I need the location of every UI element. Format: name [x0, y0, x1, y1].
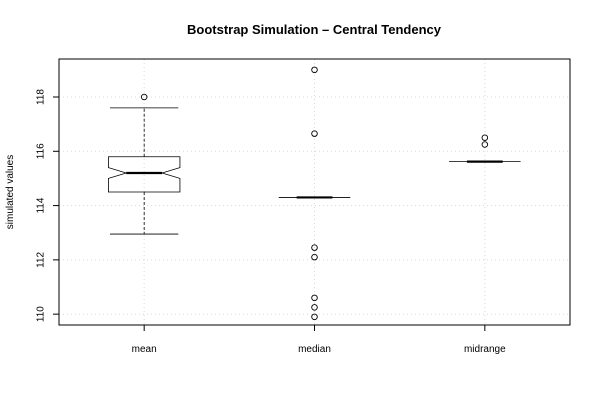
boxes — [107, 66, 521, 321]
outlier-point — [481, 141, 489, 148]
axes: 110 112 114 116 118 mean median midrange — [36, 89, 507, 355]
outlier-point — [311, 294, 318, 302]
notched-box — [107, 156, 181, 193]
x-tick-label: mean — [132, 344, 157, 355]
outlier-point — [311, 253, 318, 261]
outlier-point — [311, 66, 318, 74]
chart-title: Bootstrap Simulation – Central Tendency — [187, 22, 442, 37]
y-tick-label: 110 — [36, 306, 47, 322]
outlier-point — [311, 304, 318, 311]
box-median — [278, 66, 351, 321]
y-axis-label: simulated values — [5, 155, 16, 229]
box-midrange — [449, 134, 521, 163]
x-tick-label: midrange — [464, 344, 506, 355]
y-tick-label: 112 — [36, 251, 47, 267]
y-tick-label: 114 — [36, 197, 47, 213]
outlier-point — [140, 93, 148, 101]
outlier-point — [311, 130, 318, 137]
box-mean — [107, 93, 181, 235]
y-tick-label: 118 — [36, 89, 47, 105]
outlier-point — [311, 244, 318, 251]
outlier-point — [481, 134, 489, 141]
x-tick-label: median — [298, 344, 331, 355]
plot-frame — [58, 58, 571, 326]
y-tick-label: 116 — [36, 143, 47, 159]
outlier-point — [311, 313, 318, 321]
